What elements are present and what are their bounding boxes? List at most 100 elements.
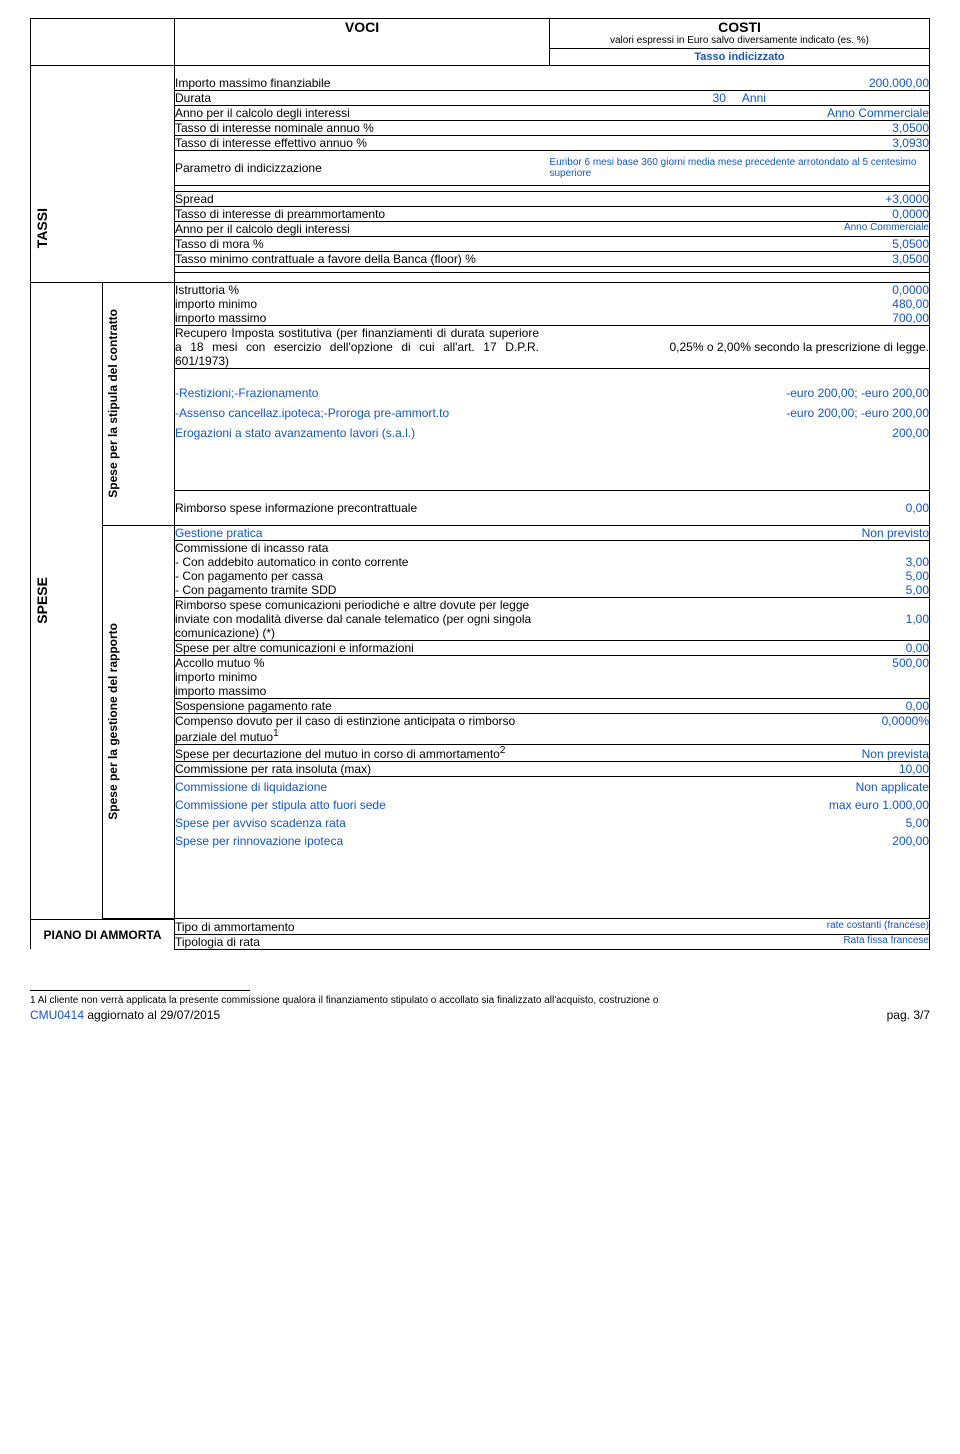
recupero-value: 0,25% o 2,00% secondo la prescrizione di… <box>549 325 929 368</box>
altre-com-value: 0,00 <box>549 640 929 655</box>
altre-com-label: Spese per altre comunicazioni e informaz… <box>175 640 549 655</box>
restizioni-label: -Restizioni;-Frazionamento <box>175 386 549 400</box>
footnote-num: 1 <box>30 995 36 1006</box>
gestione-pratica-value: Non previsto <box>549 526 929 541</box>
page: VOCI COSTI valori espressi in Euro salvo… <box>30 18 930 1022</box>
cassa-label: - Con pagamento per cassa <box>175 569 549 583</box>
main-table: VOCI COSTI valori espressi in Euro salvo… <box>30 18 930 950</box>
importo-value: 200.000,00 <box>550 76 930 91</box>
decurt-text: Spese per decurtazione del mutuo in cors… <box>175 747 500 761</box>
tassi-section-label: TASSI <box>31 202 53 254</box>
footer-code: CMU0414 <box>30 1008 84 1022</box>
tasso-nom-value: 3,0500 <box>550 120 930 135</box>
rimborso-pre-value: 0,00 <box>549 490 929 525</box>
insoluta-label: Commissione per rata insoluta (max) <box>175 761 549 776</box>
massimo-label: importo massimo <box>175 311 549 326</box>
istruttoria-label: Istruttoria % <box>175 283 549 297</box>
costi-header: COSTI valori espressi in Euro salvo dive… <box>550 19 930 66</box>
spese-section-label: SPESE <box>31 571 53 630</box>
assenso-value: -euro 200,00; -euro 200,00 <box>549 406 929 420</box>
param-value: Euribor 6 mesi base 360 giorni media mes… <box>550 150 930 185</box>
durata-value: 30 Anni <box>550 90 930 105</box>
addebito-value: 3,00 <box>549 555 929 569</box>
erogazioni-label: Erogazioni a stato avanzamento lavori (s… <box>175 426 549 440</box>
footer-updated: aggiornato al 29/07/2015 <box>84 1008 220 1022</box>
costi-title: COSTI <box>550 19 929 35</box>
minimo2-label: importo minimo <box>175 670 929 684</box>
voci-header: VOCI <box>175 19 550 66</box>
rimborso-com-label: Rimborso spese comunicazioni periodiche … <box>175 597 549 640</box>
rinnov-value: 200,00 <box>549 834 929 848</box>
sospensione-label: Sospensione pagamento rate <box>175 698 549 713</box>
spese-gestione-block: Spese per la gestione del rapporto Gesti… <box>31 525 930 919</box>
costi-subtitle: valori espressi in Euro salvo diversamen… <box>550 35 929 48</box>
rinnov-label: Spese per rinnovazione ipoteca <box>175 834 549 848</box>
massimo-value: 700,00 <box>549 311 929 326</box>
tasso-eff-label: Tasso di interesse effettivo annuo % <box>175 135 550 150</box>
minimo-label: importo minimo <box>175 297 549 311</box>
durata-label: Durata <box>175 90 550 105</box>
piano-section-label: PIANO DI AMMORTA <box>31 920 175 950</box>
footer-left: CMU0414 aggiornato al 29/07/2015 <box>30 1008 220 1022</box>
massimo2-label: importo massimo <box>175 684 929 699</box>
gestione-pratica-label: Gestione pratica <box>175 526 549 541</box>
accollo-label: Accollo mutuo % <box>175 655 549 670</box>
accollo-value: 500,00 <box>549 655 929 670</box>
spese-stipula-block: SPESE Spese per la stipula del contratto… <box>31 282 930 525</box>
footnote-text: 1 Al cliente non verrà applicata la pres… <box>30 995 930 1006</box>
footnote-separator <box>30 990 250 991</box>
anno-calc2-label: Anno per il calcolo degli interessi <box>175 221 550 236</box>
mora-value: 5,0500 <box>550 236 930 251</box>
floor-value: 3,0500 <box>550 251 930 266</box>
addebito-label: - Con addebito automatico in conto corre… <box>175 555 549 569</box>
compenso-value: 0,0000% <box>549 713 929 744</box>
liquidazione-label: Commissione di liquidazione <box>175 780 549 794</box>
istruttoria-value: 0,0000 <box>549 283 929 297</box>
sdd-label: - Con pagamento tramite SDD <box>175 583 549 598</box>
tasso-eff-value: 3,0930 <box>550 135 930 150</box>
decurt-label: Spese per decurtazione del mutuo in cors… <box>175 744 549 761</box>
erogazioni-value: 200,00 <box>549 426 929 440</box>
floor-label: Tasso minimo contrattuale a favore della… <box>175 251 550 266</box>
assenso-label: -Assenso cancellaz.ipoteca;-Proroga pre-… <box>175 406 549 420</box>
compenso-text: Compenso dovuto per il caso di estinzion… <box>175 714 515 744</box>
tipo-value: rate costanti (francese) <box>550 920 930 935</box>
compenso-sup: 1 <box>273 728 279 739</box>
avviso-label: Spese per avviso scadenza rata <box>175 816 549 830</box>
durata-num: 30 <box>713 91 726 105</box>
anno-calc-value: Anno Commerciale <box>550 105 930 120</box>
tasso-nom-label: Tasso di interesse nominale annuo % <box>175 120 550 135</box>
footnote-body: Al cliente non verrà applicata la presen… <box>38 995 659 1006</box>
stipula-fuori-value: max euro 1.000,00 <box>549 798 929 812</box>
decurt-sup: 2 <box>500 745 506 756</box>
compenso-label: Compenso dovuto per il caso di estinzion… <box>175 713 549 744</box>
restizioni-value: -euro 200,00; -euro 200,00 <box>549 386 929 400</box>
spread-label: Spread <box>175 191 550 206</box>
preammort-value: 0,0000 <box>550 206 930 221</box>
param-label: Parametro di indicizzazione <box>175 150 550 185</box>
footer-page: pag. 3/7 <box>887 1008 930 1022</box>
sdd-value: 5,00 <box>549 583 929 598</box>
tipo-label: Tipo di ammortamento <box>175 920 550 935</box>
footer: CMU0414 aggiornato al 29/07/2015 pag. 3/… <box>30 1008 930 1022</box>
recupero-label: Recupero Imposta sostitutiva (per finanz… <box>175 325 549 368</box>
minimo-value: 480,00 <box>549 297 929 311</box>
anno-calc2-value: Anno Commerciale <box>550 221 930 236</box>
comm-incasso-label: Commissione di incasso rata <box>175 540 929 555</box>
stipula-label: Spese per la stipula del contratto <box>103 303 123 504</box>
liquidazione-value: Non applicate <box>549 780 929 794</box>
cassa-value: 5,00 <box>549 569 929 583</box>
rimborso-com-value: 1,00 <box>549 597 929 640</box>
sospensione-value: 0,00 <box>549 698 929 713</box>
tasso-indicizzato: Tasso indicizzato <box>550 48 929 65</box>
spread-value: +3,0000 <box>550 191 930 206</box>
header-row: VOCI COSTI valori espressi in Euro salvo… <box>31 19 930 66</box>
row-importo: Importo massimo finanziabile 200.000,00 <box>31 76 930 91</box>
gestione-label: Spese per la gestione del rapporto <box>103 617 123 826</box>
anno-calc-label: Anno per il calcolo degli interessi <box>175 105 550 120</box>
preammort-label: Tasso di interesse di preammortamento <box>175 206 550 221</box>
rata-value: Rata fissa francese <box>550 934 930 949</box>
insoluta-value: 10,00 <box>549 761 929 776</box>
mora-label: Tasso di mora % <box>175 236 550 251</box>
importo-label: Importo massimo finanziabile <box>175 76 550 91</box>
